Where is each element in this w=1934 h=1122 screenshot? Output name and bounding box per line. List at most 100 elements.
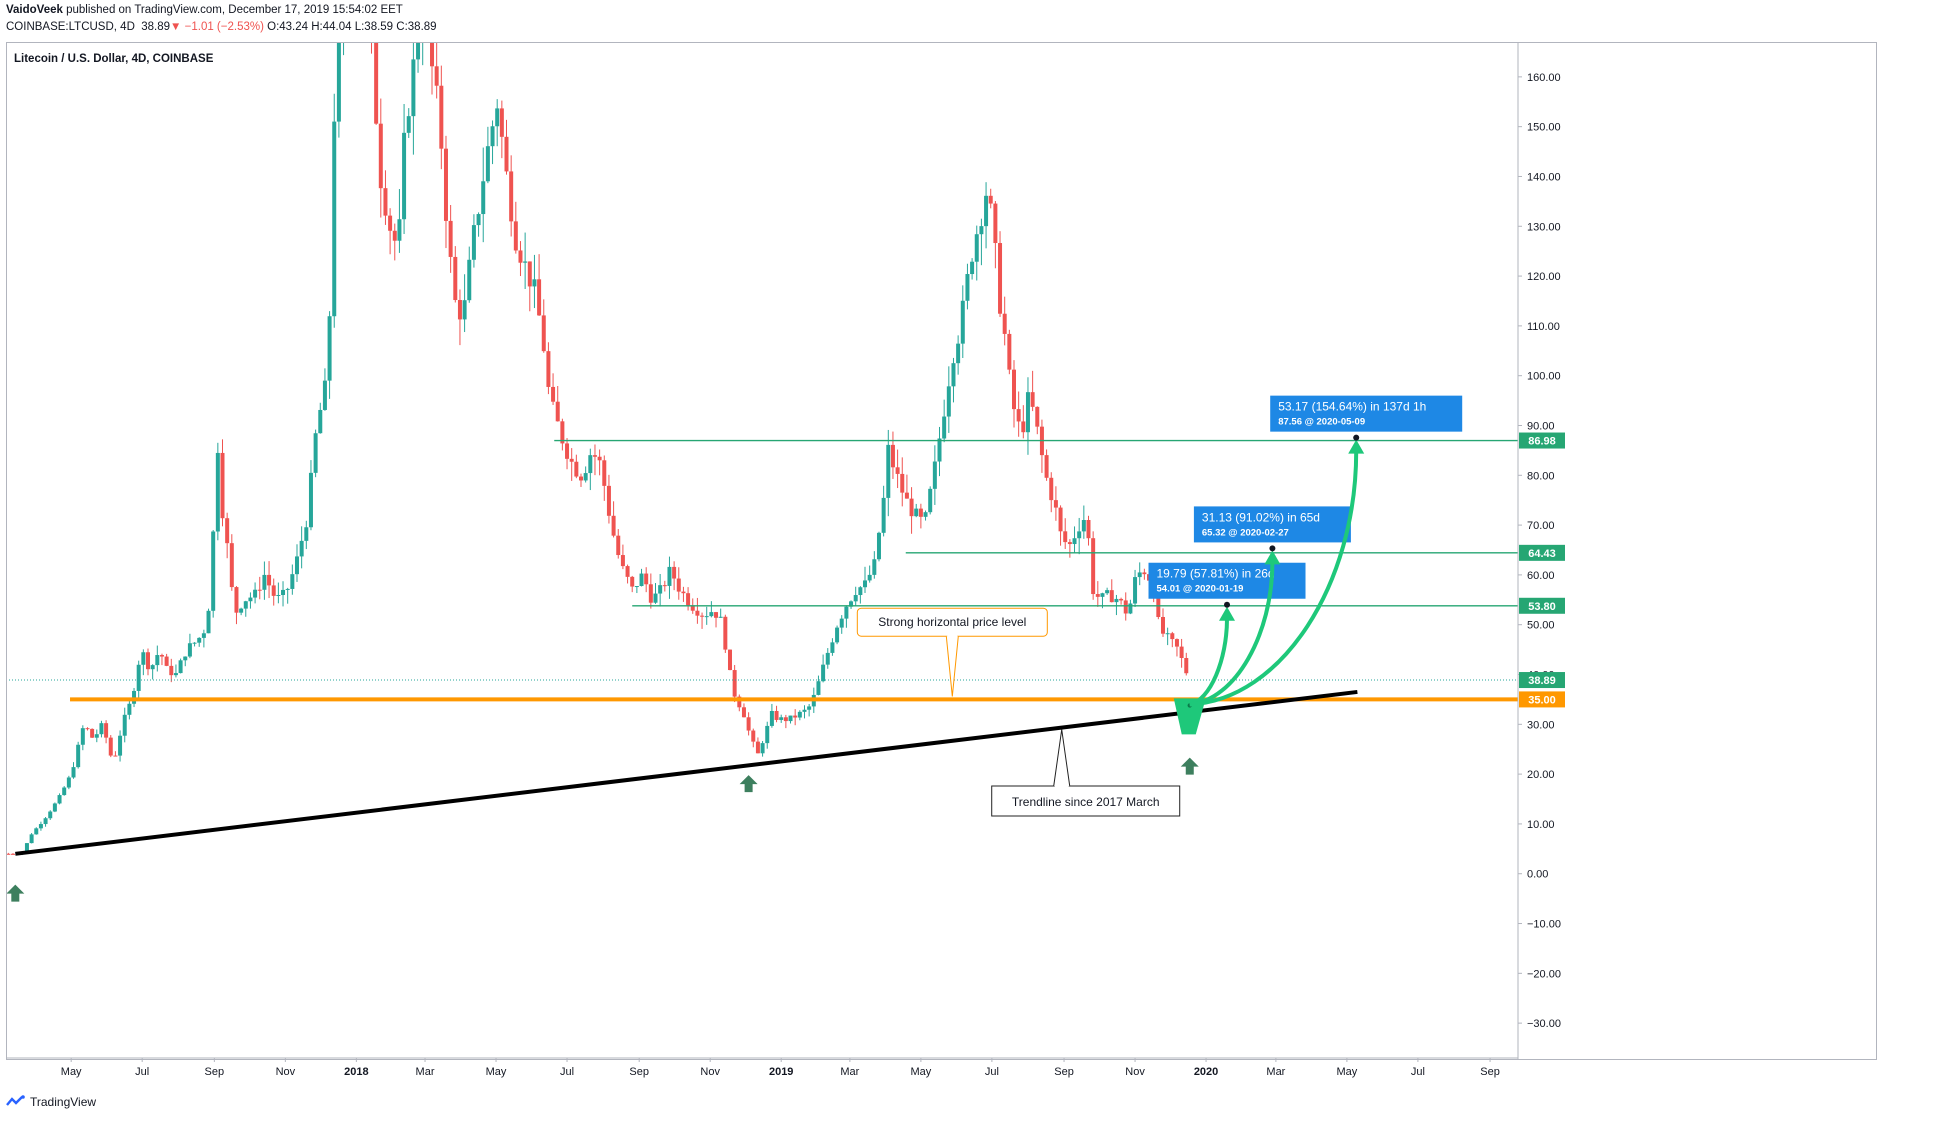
current-price-tag — [1519, 672, 1565, 689]
candle-up — [946, 386, 951, 417]
candle-up — [48, 811, 53, 819]
candle-down — [1091, 538, 1096, 595]
candle-down — [900, 473, 905, 493]
candle-down — [751, 730, 756, 742]
candle-up — [201, 633, 206, 638]
candle-up — [71, 767, 76, 778]
x-tick-label: 2020 — [1194, 1066, 1218, 1078]
price-change: −1.01 (−2.53%) — [184, 21, 264, 33]
candle-down — [569, 458, 574, 462]
projection-arrowhead-icon — [1264, 550, 1281, 565]
candle-down — [1160, 617, 1165, 634]
candle-down — [714, 612, 719, 618]
candle-down — [1049, 477, 1054, 501]
candle-up — [299, 540, 304, 557]
candle-up — [402, 132, 407, 220]
candle-up — [844, 606, 849, 619]
candle-up — [1077, 531, 1082, 539]
trendline-callout-pointer — [1053, 729, 1071, 787]
candle-up — [821, 664, 826, 682]
bounce-up-arrow-icon — [1180, 757, 1199, 775]
candle-down — [1058, 507, 1063, 532]
candle-up — [253, 589, 258, 598]
candle-up — [1105, 590, 1110, 594]
candle-up — [876, 532, 881, 560]
candle-down — [1063, 531, 1068, 543]
candle-down — [1119, 598, 1124, 601]
candle-up — [471, 225, 476, 260]
candle-up — [187, 643, 192, 657]
candle-up — [57, 795, 62, 804]
candle-up — [29, 834, 34, 844]
candle-down — [644, 573, 649, 585]
target-date-text: 65.32 @ 2020-02-27 — [1202, 527, 1289, 538]
y-tick-label: −10.00 — [1527, 919, 1561, 931]
candle-up — [634, 586, 639, 588]
projection-arrowhead-icon — [1219, 606, 1236, 621]
candle-down — [1179, 646, 1184, 659]
candle-up — [1072, 538, 1077, 545]
candle-down — [700, 615, 705, 617]
chart-title: Litecoin / U.S. Dollar, 4D, COINBASE — [14, 53, 214, 65]
x-tick-label: Sep — [1480, 1066, 1500, 1078]
candle-down — [1095, 594, 1100, 597]
candle-up — [122, 714, 127, 736]
candle-up — [132, 690, 137, 704]
candle-up — [346, 0, 350, 3]
candle-up — [523, 261, 528, 263]
candle-down — [169, 665, 174, 676]
candle-up — [704, 616, 709, 618]
candle-up — [411, 59, 416, 117]
candle-up — [197, 637, 202, 643]
candle-down — [7, 853, 11, 855]
x-tick-label: Nov — [700, 1066, 720, 1078]
level-price-label: 64.43 — [1528, 548, 1556, 560]
level-callout-text: Strong horizontal price level — [878, 615, 1026, 629]
candle-down — [430, 43, 435, 67]
candle-down — [592, 455, 597, 457]
candle-up — [835, 627, 840, 643]
candle-up — [830, 642, 835, 653]
candle-up — [76, 744, 81, 768]
candle-down — [620, 555, 625, 567]
y-tick-label: 140.00 — [1527, 171, 1561, 183]
candle-up — [788, 715, 793, 722]
candle-up — [1128, 603, 1133, 614]
brand-name[interactable]: TradingView — [30, 1095, 97, 1109]
candle-down — [383, 188, 388, 216]
level-price-tag — [1519, 432, 1565, 449]
tradingview-logo-icon — [6, 1095, 25, 1106]
candle-up — [769, 710, 774, 726]
candle-down — [518, 250, 523, 263]
x-tick-label: Nov — [276, 1066, 296, 1078]
candle-up — [979, 226, 984, 235]
candle-down — [374, 43, 379, 124]
candle-down — [676, 578, 681, 592]
candle-down — [388, 215, 393, 231]
candle-down — [625, 566, 630, 577]
candle-down — [1156, 598, 1161, 618]
candle-down — [616, 535, 621, 556]
candle-down — [499, 108, 504, 137]
callout-gap — [1054, 785, 1069, 788]
candle-down — [271, 585, 276, 596]
candle-down — [695, 610, 700, 616]
candle-up — [43, 818, 48, 825]
y-tick-label: 10.00 — [1527, 819, 1555, 831]
level-price-tag — [1519, 544, 1565, 561]
candle-down — [993, 203, 998, 244]
candle-up — [318, 409, 323, 434]
y-tick-label: 90.00 — [1527, 420, 1555, 432]
chart-frame[interactable] — [6, 42, 1877, 1060]
candle-up — [797, 711, 802, 718]
candle-up — [1165, 633, 1170, 635]
candle-up — [937, 438, 942, 462]
author[interactable]: VaidoVeek — [6, 4, 63, 16]
candle-up — [816, 681, 821, 695]
candle-down — [527, 261, 532, 287]
projection-arrowhead-icon — [1348, 439, 1365, 454]
candle-down — [560, 421, 565, 444]
candle-up — [984, 195, 989, 227]
x-tick-label: May — [1337, 1066, 1358, 1078]
